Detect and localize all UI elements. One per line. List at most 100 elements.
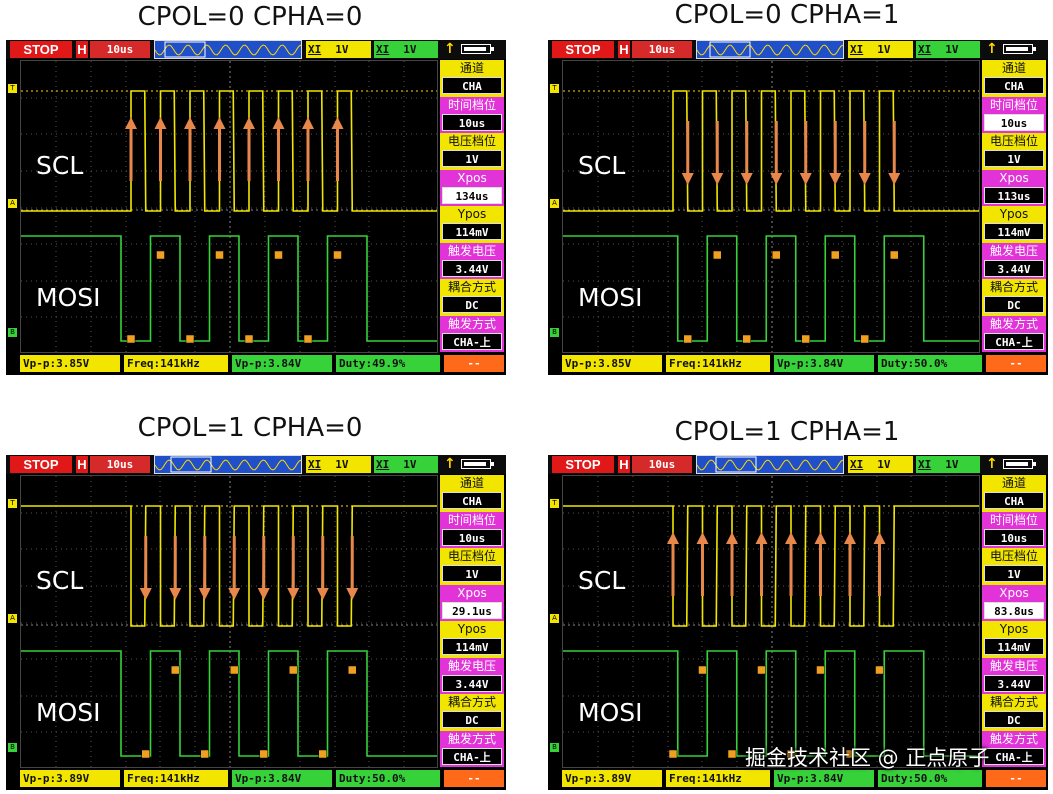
extra-measurement[interactable]: -- [986, 355, 1046, 372]
sidebar-menu-item[interactable]: 触发电压 3.44V [982, 242, 1046, 279]
channel-a-label: XI [850, 43, 864, 56]
sample-edge-arrow-head [873, 532, 886, 544]
channel-b-volts: 1V [945, 43, 959, 56]
sidebar-item-label: Xpos [999, 170, 1029, 185]
channel-b-scale[interactable]: XI 1V [916, 456, 980, 473]
sidebar-menu-item[interactable]: 电压档位 1V [440, 133, 504, 170]
trigger-edge-icon: ↑ [444, 41, 456, 57]
sidebar-menu-item[interactable]: 通道 CHA [982, 60, 1046, 97]
sample-edge-arrow-head [257, 588, 270, 600]
frequency-readout: Freq:141kHz [124, 770, 228, 787]
channel-b-marker: B [8, 743, 17, 752]
timebase-readout[interactable]: 10us [90, 41, 150, 58]
channel-a-vpp: Vp-p:3.85V [20, 355, 120, 372]
timebase-readout[interactable]: 10us [632, 456, 692, 473]
sample-point-marker [215, 250, 224, 260]
sidebar-item-label: 电压档位 [989, 134, 1038, 148]
sidebar-menu-item[interactable]: 电压档位 1V [982, 548, 1046, 585]
channel-b-scale[interactable]: XI 1V [374, 41, 438, 58]
battery-icon [461, 459, 494, 469]
channel-b-volts: 1V [403, 43, 417, 56]
sidebar-item-label: 时间档位 [989, 512, 1038, 527]
waveform-display[interactable]: SCL MOSI [20, 60, 438, 353]
sample-point-marker [786, 749, 796, 759]
waveform-display[interactable]: SCL MOSI [562, 475, 980, 768]
sidebar-menu-item[interactable]: 通道 CHA [440, 475, 504, 512]
side-menu: 通道 CHA 时间档位 10us 电压档位 1V Xpos 113us Ypos… [982, 60, 1046, 352]
panel-title: CPOL=0 CPHA=1 [674, 0, 900, 30]
waveform-overview[interactable] [154, 455, 302, 474]
run-stop-button[interactable]: STOP [552, 456, 614, 473]
sidebar-menu-item[interactable]: Ypos 114mV [982, 621, 1046, 658]
sidebar-menu-item[interactable]: 电压档位 1V [982, 133, 1046, 170]
trigger-edge-icon: ↑ [444, 456, 456, 472]
sidebar-item-label: 时间档位 [989, 97, 1038, 112]
channel-b-scale[interactable]: XI 1V [374, 456, 438, 473]
sidebar-menu-item[interactable]: Xpos 83.8us [982, 584, 1046, 621]
sidebar-menu-item[interactable]: Xpos 113us [982, 169, 1046, 206]
sidebar-menu-item[interactable]: 触发电压 3.44V [440, 657, 504, 694]
channel-a-scale[interactable]: XI 1V [306, 41, 371, 58]
run-stop-button[interactable]: STOP [10, 41, 72, 58]
channel-a-scale[interactable]: XI 1V [306, 456, 371, 473]
sidebar-menu-item[interactable]: 耦合方式 DC [982, 694, 1046, 731]
sidebar-menu-item[interactable]: 耦合方式 DC [440, 279, 504, 316]
extra-measurement[interactable]: -- [444, 355, 504, 372]
sample-point-marker [126, 334, 136, 344]
run-stop-button[interactable]: STOP [10, 456, 72, 473]
waveform-overview[interactable] [696, 40, 844, 59]
sidebar-menu-item[interactable]: 触发电压 3.44V [982, 657, 1046, 694]
sidebar-menu-item[interactable]: 时间档位 10us [440, 511, 504, 548]
measurement-bar: Vp-p:3.85V Freq:141kHz Vp-p:3.84V Duty:5… [552, 355, 1046, 373]
sidebar-menu-item[interactable]: 电压档位 1V [440, 548, 504, 585]
sidebar-menu-item[interactable]: 耦合方式 DC [982, 279, 1046, 316]
sample-edge-arrow-head [139, 588, 152, 600]
channel-b-scale[interactable]: XI 1V [916, 41, 980, 58]
horizontal-indicator: H [618, 456, 630, 473]
clock-signal-label: SCL [36, 151, 84, 180]
channel-a-scale[interactable]: XI 1V [848, 41, 913, 58]
timebase-readout[interactable]: 10us [632, 41, 692, 58]
status-bar: STOP H 10us XI 1V XI 1V ↑ [548, 455, 1048, 474]
timebase-readout[interactable]: 10us [90, 456, 150, 473]
sidebar-item-value: DC [984, 296, 1044, 313]
sidebar-menu-item[interactable]: 触发方式 CHA-上 [440, 315, 504, 352]
sidebar-menu-item[interactable]: 时间档位 10us [982, 96, 1046, 133]
sidebar-item-value: 114mV [442, 638, 502, 655]
sidebar-menu-item[interactable]: 时间档位 10us [982, 511, 1046, 548]
sidebar-menu-item[interactable]: Ypos 114mV [440, 206, 504, 243]
sample-point-marker [141, 749, 150, 759]
extra-measurement[interactable]: -- [986, 770, 1046, 787]
duty-readout: Duty:50.0% [336, 770, 440, 787]
channel-a-volts: 1V [877, 458, 891, 471]
channel-b-vpp: Vp-p:3.84V [232, 355, 332, 372]
sidebar-menu-item[interactable]: 时间档位 10us [440, 96, 504, 133]
sidebar-menu-item[interactable]: 触发电压 3.44V [440, 242, 504, 279]
sample-point-marker [668, 749, 678, 759]
sidebar-menu-item[interactable]: 触发方式 CHA-上 [440, 730, 504, 767]
sidebar-item-label: 通道 [1001, 476, 1026, 490]
sidebar-menu-item[interactable]: 耦合方式 DC [440, 694, 504, 731]
sample-point-marker [244, 334, 254, 344]
channel-a-label: XI [308, 43, 322, 56]
sidebar-menu-item[interactable]: Xpos 29.1us [440, 584, 504, 621]
sidebar-item-value: 3.44V [984, 259, 1044, 277]
sidebar-menu-item[interactable]: 触发方式 CHA-上 [982, 730, 1046, 767]
sidebar-menu-item[interactable]: 触发方式 CHA-上 [982, 315, 1046, 352]
sidebar-menu-item[interactable]: Ypos 114mV [440, 621, 504, 658]
waveform-display[interactable]: SCL MOSI [20, 475, 438, 768]
channel-a-scale[interactable]: XI 1V [848, 456, 913, 473]
extra-measurement[interactable]: -- [444, 770, 504, 787]
sample-edge-arrow-head [681, 173, 694, 185]
sidebar-item-label: 耦合方式 [989, 695, 1038, 709]
run-stop-button[interactable]: STOP [552, 41, 614, 58]
sidebar-item-label: 触发方式 [989, 731, 1038, 746]
sidebar-menu-item[interactable]: 通道 CHA [440, 60, 504, 97]
sidebar-menu-item[interactable]: Xpos 134us [440, 169, 504, 206]
sidebar-menu-item[interactable]: Ypos 114mV [982, 206, 1046, 243]
sidebar-menu-item[interactable]: 通道 CHA [982, 475, 1046, 512]
frequency-readout: Freq:141kHz [666, 770, 770, 787]
waveform-display[interactable]: SCL MOSI [562, 60, 980, 353]
waveform-overview[interactable] [154, 40, 302, 59]
waveform-overview[interactable] [696, 455, 844, 474]
